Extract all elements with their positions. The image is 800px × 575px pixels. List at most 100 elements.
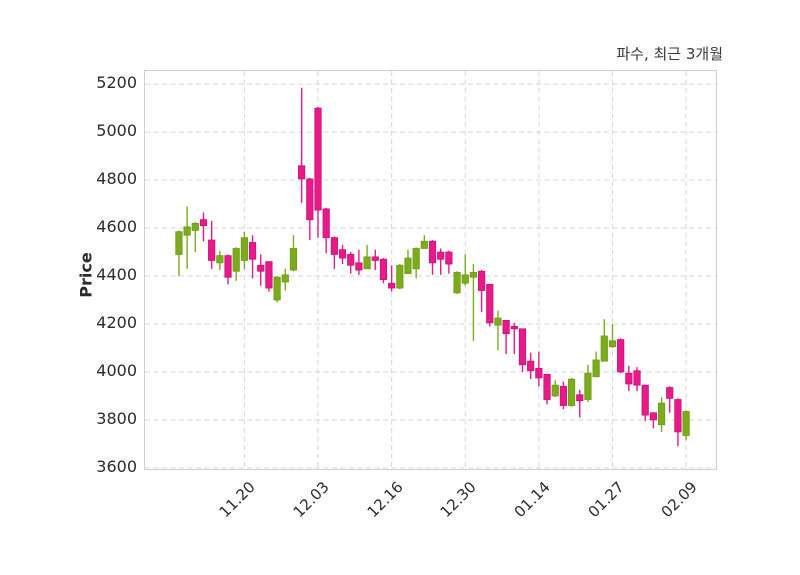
candle-body: [641, 384, 649, 416]
candlestick-11: [257, 254, 265, 286]
candlestick-35: [453, 271, 461, 295]
candle-body: [224, 255, 232, 278]
y-tick-4200: 4200: [96, 312, 137, 332]
candlestick-58: [641, 384, 649, 422]
candle-wick: [464, 254, 466, 286]
candle-body: [281, 274, 289, 283]
candlestick-32: [428, 240, 437, 275]
candle-body: [347, 254, 355, 266]
candlestick-4: [199, 212, 208, 242]
candle-body: [510, 325, 518, 330]
candlestick-20: [330, 236, 338, 269]
candlestick-25: [371, 249, 379, 271]
candle-body: [584, 372, 592, 400]
candle-body: [445, 251, 453, 265]
y-tick-4800: 4800: [96, 169, 137, 189]
y-tick-3600: 3600: [96, 456, 137, 476]
candle-body: [617, 339, 625, 373]
candle-body: [600, 335, 608, 362]
candlestick-45: [535, 351, 543, 387]
candlestick-28: [396, 264, 404, 290]
candlestick-21: [338, 244, 347, 265]
candle-body: [322, 208, 330, 239]
y-tick-3800: 3800: [96, 408, 137, 428]
candle-body: [437, 251, 445, 260]
candlestick-51: [584, 364, 592, 402]
candle-body: [175, 231, 183, 255]
candlestick-40: [494, 310, 502, 351]
candle-body: [199, 219, 208, 227]
chart-title: 파수, 최근 3개월: [616, 45, 723, 63]
candlestick-42: [510, 322, 518, 354]
candle-wick: [358, 249, 360, 275]
candle-body: [576, 394, 584, 402]
candle-wick: [202, 212, 205, 242]
candlestick-52: [592, 351, 600, 378]
candlestick-53: [600, 319, 608, 362]
candle-body: [363, 256, 371, 270]
candle-body: [314, 107, 322, 211]
y-tick-4600: 4600: [96, 217, 137, 237]
x-tick-01.27: 01.27: [584, 478, 628, 522]
candlestick-59: [649, 412, 657, 429]
candle-body: [248, 242, 257, 260]
candlestick-8: [232, 247, 240, 281]
candle-body: [208, 239, 216, 261]
candlestick-33: [437, 248, 445, 275]
candle-wick: [440, 248, 442, 275]
y-tick-4000: 4000: [96, 360, 137, 380]
candle-body: [567, 378, 576, 406]
candlestick-34: [445, 250, 453, 274]
candlestick-1: [175, 230, 183, 277]
candlestick-23: [355, 249, 363, 275]
candle-body: [486, 284, 494, 324]
candle-body: [396, 264, 404, 289]
candle-body: [289, 248, 298, 271]
candle-body: [535, 367, 543, 379]
candle-body: [338, 249, 347, 259]
candle-wick: [390, 265, 393, 292]
candle-body: [518, 328, 527, 366]
candle-body: [371, 256, 379, 261]
y-tick-5200: 5200: [96, 73, 137, 93]
candlestick-13: [273, 276, 281, 303]
candle-body: [216, 255, 224, 264]
candle-wick: [497, 310, 499, 351]
candlestick-5: [208, 220, 216, 269]
candlestick-18: [314, 106, 322, 238]
y-tick-5000: 5000: [96, 121, 137, 141]
candlestick-61: [666, 386, 674, 413]
candle-body: [649, 412, 657, 421]
x-tick-12.30: 12.30: [436, 478, 480, 522]
candlestick-47: [551, 380, 559, 398]
candlestick-60: [657, 397, 666, 432]
candle-body: [183, 226, 191, 236]
candle-body: [379, 258, 388, 281]
candle-body: [461, 274, 469, 284]
candlestick-27: [388, 265, 396, 292]
x-tick-12.03: 12.03: [289, 478, 333, 522]
candle-body: [232, 248, 240, 272]
candlestick-48: [559, 381, 568, 410]
candlestick-2: [183, 206, 191, 269]
candlestick-7: [224, 254, 232, 285]
candle-body: [592, 359, 600, 378]
candle-wick: [513, 322, 516, 354]
x-tick-11.20: 11.20: [216, 478, 260, 522]
candle-wick: [611, 323, 614, 348]
y-axis-label: Price: [76, 252, 96, 298]
candle-wick: [652, 412, 655, 429]
candle-body: [420, 240, 428, 249]
candle-body: [388, 282, 396, 289]
x-tick-02.09: 02.09: [657, 478, 701, 522]
candle-wick: [194, 222, 197, 253]
x-tick-12.16: 12.16: [363, 478, 407, 522]
candlestick-15: [289, 235, 298, 272]
candle-body: [257, 264, 265, 272]
candle-body: [273, 276, 281, 301]
candle-body: [355, 262, 363, 271]
candlestick-22: [347, 252, 355, 274]
candle-wick: [669, 386, 671, 413]
candlestick-57: [633, 367, 641, 392]
candle-body: [543, 373, 551, 400]
